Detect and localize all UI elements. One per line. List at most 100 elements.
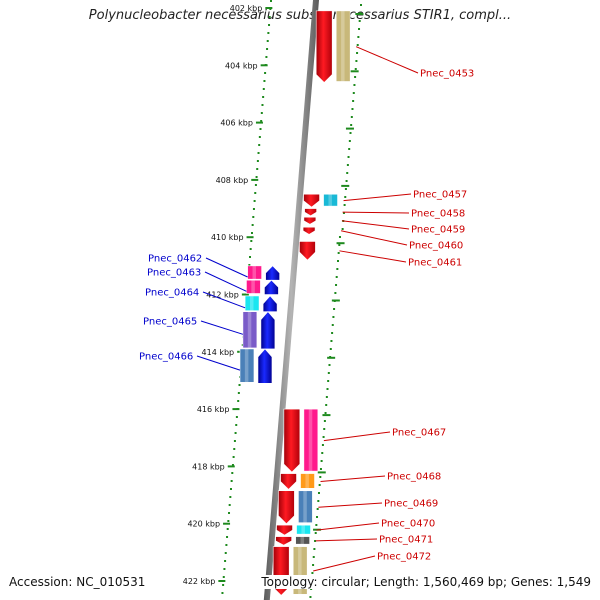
- gene-label-leader: [339, 250, 407, 263]
- gc-dot: [222, 576, 225, 578]
- gc-dot: [325, 396, 328, 398]
- axis-tick-label: 416 kbp: [197, 405, 230, 414]
- gene-label-leader: [318, 502, 383, 508]
- cog-box-pnec_0469: [298, 490, 313, 524]
- gene-label[interactable]: Pnec_0457: [413, 190, 467, 201]
- gene-labels: Pnec_0453 Pnec_0457 Pnec_0458 Pnec_0459 Pnec…: [139, 46, 474, 572]
- cog-box-highlight: [252, 265, 257, 280]
- gc-dot: [229, 496, 232, 498]
- gene-pnec_0461: [299, 241, 316, 261]
- gc-dot: [235, 416, 238, 418]
- gc-dot: [338, 236, 341, 238]
- axis-tick: [218, 580, 226, 582]
- gene-label-leader: [196, 355, 241, 371]
- gc-dot: [331, 332, 334, 334]
- cog-box-pnec_0471: [295, 536, 310, 545]
- gc-dot: [270, 0, 272, 2]
- gc-dot: [230, 480, 233, 482]
- gc-dot: [233, 448, 236, 450]
- axis-tick-label: 404 kbp: [225, 61, 258, 70]
- gene-label[interactable]: Pnec_0471: [379, 535, 433, 546]
- gene-label[interactable]: Pnec_0466: [139, 352, 193, 363]
- axis-tick: [331, 299, 340, 302]
- gc-dot: [268, 16, 271, 18]
- axis-tick: [246, 236, 254, 239]
- gc-dot: [351, 108, 354, 110]
- gc-dot: [263, 80, 266, 82]
- cog-box-pnec_0462: [247, 265, 262, 280]
- gc-dot: [260, 120, 263, 122]
- gc-dot: [356, 44, 359, 46]
- gene-label[interactable]: Pnec_0470: [381, 519, 435, 530]
- topology-text: Topology: circular; Length: 1,560,469 bp…: [259, 575, 591, 589]
- axis-tick: [317, 471, 326, 474]
- gc-dot: [328, 364, 331, 366]
- gc-dot: [314, 540, 317, 542]
- gc-dot: [237, 400, 240, 402]
- gc-dot: [330, 340, 333, 342]
- gc-dot: [226, 536, 229, 538]
- axis-tick-label: 420 kbp: [187, 520, 220, 529]
- gc-dot: [251, 224, 254, 226]
- gc-dot: [322, 436, 325, 438]
- gene-label-leader: [320, 475, 386, 482]
- cog-box-highlight: [328, 194, 332, 207]
- gc-dot: [337, 260, 340, 262]
- gc-dot: [336, 268, 339, 270]
- gene-label[interactable]: Pnec_0472: [377, 552, 431, 563]
- gene-label[interactable]: Pnec_0461: [408, 258, 462, 269]
- axis-tick: [232, 408, 240, 411]
- axis-tick: [227, 465, 235, 468]
- gene-pnec_0467: [283, 408, 301, 473]
- gene-label[interactable]: Pnec_0463: [147, 268, 201, 279]
- gene-pnec_0465: [260, 311, 276, 350]
- gene-label[interactable]: Pnec_0458: [411, 209, 465, 220]
- gc-dot: [344, 196, 347, 198]
- gc-dot: [266, 40, 269, 42]
- gc-dot: [234, 432, 237, 434]
- gene-label-leader: [343, 193, 412, 202]
- gc-dot: [265, 56, 268, 58]
- gc-dot: [258, 144, 261, 146]
- axis-tick-label: 410 kbp: [211, 233, 244, 242]
- gene-pnec_0458: [304, 208, 317, 217]
- gc-dot: [264, 72, 267, 74]
- gc-dot: [250, 240, 253, 242]
- gene-label[interactable]: Pnec_0468: [387, 472, 441, 483]
- gc-dot: [253, 200, 256, 202]
- gc-dot: [317, 500, 320, 502]
- gc-dot: [352, 100, 355, 102]
- gene-label-leader: [313, 555, 376, 572]
- gene-label[interactable]: Pnec_0459: [411, 225, 465, 236]
- gc-dot: [312, 564, 315, 566]
- gene-pnec_0463: [264, 279, 279, 295]
- gc-dot: [229, 488, 232, 490]
- gc-dot: [268, 24, 271, 26]
- gene-pnec_0453: [315, 10, 333, 83]
- axis-tick-label: 408 kbp: [216, 176, 249, 185]
- gc-dot: [316, 516, 319, 518]
- gc-dot: [228, 504, 231, 506]
- cog-box-highlight: [247, 311, 252, 348]
- gc-dot: [237, 392, 240, 394]
- gc-dot: [323, 420, 326, 422]
- gc-dot: [238, 384, 241, 386]
- gene-label[interactable]: Pnec_0469: [384, 499, 438, 510]
- gene-label[interactable]: Pnec_0467: [392, 428, 446, 439]
- axis-tick-label: 402 kbp: [230, 4, 263, 13]
- cog-box-pnec_0457: [323, 193, 338, 207]
- axis-tick: [336, 242, 345, 245]
- gc-dot: [333, 308, 336, 310]
- gc-dot: [310, 588, 313, 590]
- gc-dot: [349, 132, 352, 134]
- gc-dot: [335, 276, 338, 278]
- axis-tick: [255, 121, 263, 124]
- gc-dot: [321, 444, 324, 446]
- gc-dot: [312, 556, 315, 558]
- gene-label[interactable]: Pnec_0460: [409, 241, 463, 252]
- gene-label[interactable]: Pnec_0462: [148, 254, 202, 265]
- gene-label[interactable]: Pnec_0464: [145, 288, 199, 299]
- gene-label[interactable]: Pnec_0453: [420, 69, 474, 80]
- gene-label[interactable]: Pnec_0465: [143, 317, 197, 328]
